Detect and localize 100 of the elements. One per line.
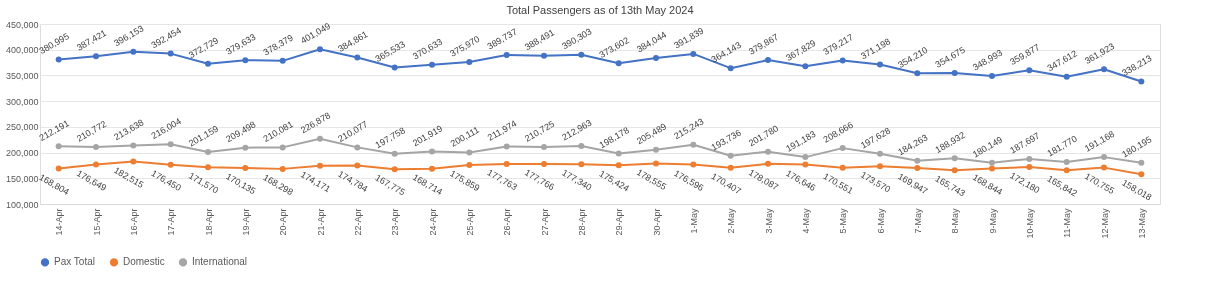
point	[541, 144, 547, 151]
point	[205, 164, 211, 171]
x-tick-label: 15-Apr	[91, 208, 102, 236]
point	[951, 155, 958, 162]
point	[690, 50, 697, 57]
y-tick-label: 350,000	[5, 70, 39, 81]
x-tick-label: 26-Apr	[502, 208, 513, 236]
point	[914, 165, 921, 172]
y-tick-label: 150,000	[5, 173, 39, 184]
point	[1063, 167, 1070, 174]
point	[578, 161, 585, 168]
y-tick-label: 400,000	[5, 45, 39, 56]
point	[615, 60, 622, 67]
x-tick-label: 12-May	[1099, 208, 1110, 239]
x-tick-label: 30-Apr	[651, 208, 662, 236]
point	[242, 57, 249, 64]
point	[317, 162, 323, 169]
x-tick-label: 8-May	[950, 208, 961, 234]
x-tick-label: 1-May	[688, 208, 699, 234]
x-tick-label: 13-May	[1136, 208, 1147, 239]
point	[317, 135, 323, 142]
point	[1101, 154, 1107, 161]
point	[839, 145, 846, 152]
x-tick-label: 9-May	[987, 208, 998, 234]
point	[279, 165, 286, 172]
point	[242, 164, 249, 171]
point	[1026, 163, 1033, 170]
point	[354, 144, 361, 151]
point	[130, 142, 137, 149]
point	[503, 143, 510, 150]
point	[615, 150, 622, 157]
x-tick-label: 29-Apr	[614, 208, 625, 236]
point	[839, 164, 846, 171]
y-tick-label: 450,000	[5, 19, 39, 30]
point	[391, 150, 398, 157]
x-tick-label: 17-Apr	[166, 208, 177, 236]
x-tick-label: 18-Apr	[203, 208, 214, 236]
x-tick-label: 21-Apr	[315, 208, 326, 236]
point	[727, 65, 734, 72]
legend-label: International	[192, 256, 248, 268]
point	[55, 143, 62, 150]
point	[877, 150, 883, 157]
y-tick-label: 100,000	[5, 199, 39, 210]
x-tick-label: 10-May	[1024, 208, 1035, 239]
point	[839, 57, 846, 64]
point	[541, 161, 547, 167]
point	[727, 152, 734, 159]
x-tick-label: 19-Apr	[240, 208, 251, 236]
point	[93, 161, 99, 168]
y-tick-label: 250,000	[5, 122, 39, 133]
point	[205, 148, 211, 155]
point	[1138, 78, 1145, 85]
point	[877, 61, 883, 68]
x-tick-label: 6-May	[875, 208, 886, 234]
point	[578, 142, 585, 149]
point	[317, 46, 323, 53]
point	[279, 57, 286, 64]
x-tick-label: 20-Apr	[278, 208, 289, 236]
point	[466, 149, 473, 156]
point	[765, 57, 771, 64]
point	[1026, 155, 1033, 162]
point	[130, 158, 137, 165]
point	[205, 60, 211, 67]
point	[989, 159, 995, 166]
x-tick-label: 3-May	[763, 208, 774, 234]
point	[877, 163, 883, 170]
point	[429, 61, 435, 68]
point	[802, 63, 809, 70]
point	[429, 148, 435, 155]
point	[167, 161, 174, 168]
point	[802, 161, 809, 168]
x-tick-label: 22-Apr	[352, 208, 363, 236]
point	[653, 54, 659, 61]
point	[1063, 158, 1070, 165]
y-tick-label: 200,000	[5, 148, 39, 159]
x-tick-label: 14-Apr	[54, 208, 65, 236]
point	[802, 154, 809, 161]
x-tick-label: 5-May	[838, 208, 849, 234]
point	[93, 144, 99, 151]
point	[503, 52, 510, 58]
point	[1101, 66, 1107, 73]
point	[354, 54, 361, 61]
point	[1063, 73, 1070, 80]
point	[653, 146, 659, 153]
x-tick-label: 27-Apr	[539, 208, 550, 236]
point	[951, 167, 958, 174]
point	[578, 51, 585, 58]
point	[466, 59, 473, 66]
point	[1101, 164, 1107, 171]
x-tick-label: 25-Apr	[464, 208, 475, 236]
point	[615, 162, 622, 169]
point	[765, 148, 771, 155]
point	[279, 144, 286, 151]
point	[1138, 171, 1145, 178]
point	[167, 50, 174, 57]
point	[653, 160, 659, 167]
chart-title: Total Passengers as of 13th May 2024	[506, 4, 694, 16]
point	[727, 164, 734, 171]
point	[765, 160, 771, 167]
x-tick-label: 11-May	[1062, 208, 1073, 238]
